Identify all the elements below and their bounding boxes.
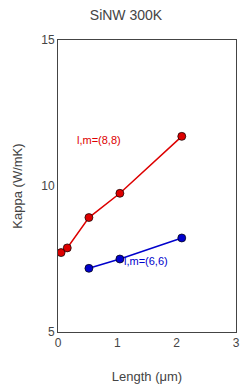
svg-text:l,m=(8,8): l,m=(8,8) [77, 134, 121, 146]
svg-text:Length (μm): Length (μm) [112, 369, 182, 384]
svg-text:0: 0 [55, 336, 62, 350]
svg-text:Kappa (W/mK): Kappa (W/mK) [10, 143, 25, 228]
svg-text:SiNW 300K: SiNW 300K [90, 7, 163, 23]
svg-text:10: 10 [41, 179, 55, 193]
svg-text:3: 3 [233, 336, 240, 350]
svg-text:2: 2 [173, 336, 180, 350]
svg-text:1: 1 [114, 336, 121, 350]
svg-text:15: 15 [41, 33, 55, 47]
svg-text:l,m=(6,6): l,m=(6,6) [124, 255, 168, 267]
svg-text:5: 5 [48, 325, 55, 339]
